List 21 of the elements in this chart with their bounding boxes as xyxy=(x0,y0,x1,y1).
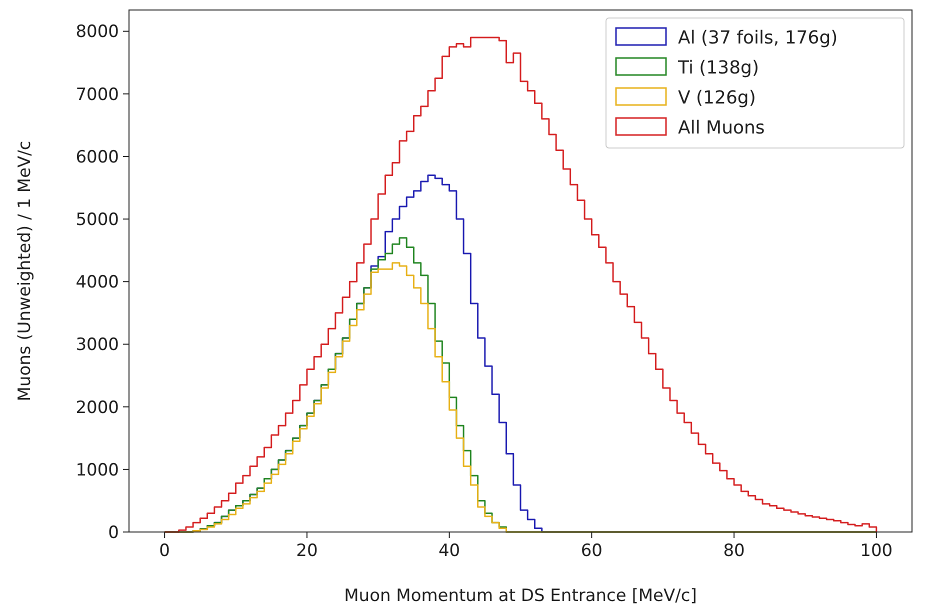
legend-label: Ti (138g) xyxy=(677,57,759,78)
legend-label: V (126g) xyxy=(678,87,756,108)
y-tick-label: 4000 xyxy=(76,272,119,293)
x-tick-label: 20 xyxy=(296,541,318,561)
x-tick-label: 40 xyxy=(438,541,460,561)
x-tick-label: 0 xyxy=(159,541,170,561)
x-tick-label: 80 xyxy=(723,541,745,561)
y-tick-label: 3000 xyxy=(76,335,119,356)
legend-label: All Muons xyxy=(678,117,765,138)
y-axis-title: Muons (Unweighted) / 1 MeV/c xyxy=(15,140,35,402)
y-tick-label: 1000 xyxy=(76,460,119,480)
x-tick-label: 100 xyxy=(860,541,893,561)
y-tick-label: 7000 xyxy=(76,84,119,105)
x-axis-title: Muon Momentum at DS Entrance [MeV/c] xyxy=(344,586,697,606)
y-tick-label: 0 xyxy=(108,522,119,543)
legend-label: Al (37 foils, 176g) xyxy=(678,27,838,48)
x-tick-label: 60 xyxy=(580,541,602,561)
y-tick-label: 2000 xyxy=(76,398,119,418)
y-tick-label: 5000 xyxy=(76,210,119,230)
y-tick-label: 8000 xyxy=(76,22,119,42)
y-tick-label: 6000 xyxy=(76,147,119,168)
